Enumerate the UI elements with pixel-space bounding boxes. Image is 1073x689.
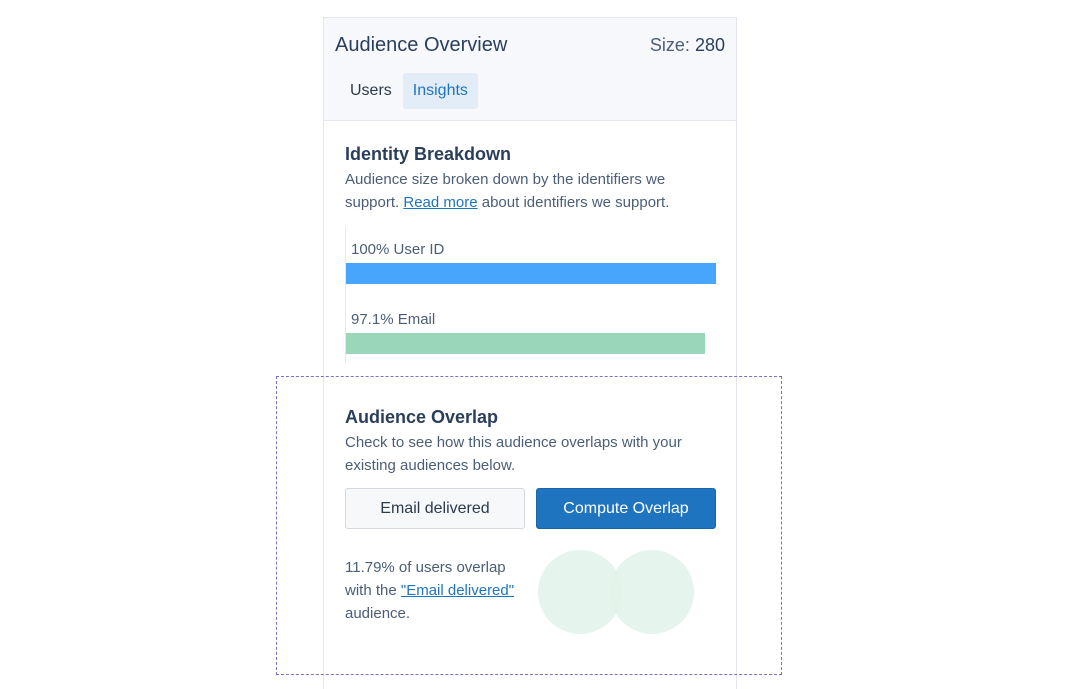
venn-circle-current bbox=[538, 550, 622, 634]
identity-desc-text-end: about identifiers we support. bbox=[481, 194, 670, 211]
bar-fill-user-id bbox=[346, 263, 716, 284]
audience-select-button[interactable]: Email delivered bbox=[345, 488, 525, 529]
email-delivered-link[interactable]: "Email delivered" bbox=[400, 582, 515, 599]
tab-bar: Users Insights bbox=[340, 73, 479, 109]
overlap-result-text: 11.79% of users overlap with the "Email … bbox=[345, 556, 535, 625]
tab-insights[interactable]: Insights bbox=[402, 73, 478, 109]
tab-users[interactable]: Users bbox=[350, 82, 392, 99]
audience-overlap-title: Audience Overlap bbox=[345, 407, 499, 427]
size-value: 280 bbox=[694, 35, 725, 55]
identity-breakdown-description: Audience size broken down by the identif… bbox=[345, 168, 715, 214]
overlap-result-prefix: 11.79% of users overlap with the bbox=[345, 559, 506, 599]
compute-overlap-button[interactable]: Compute Overlap bbox=[536, 488, 716, 529]
venn-circle-email-delivered bbox=[610, 550, 694, 634]
bar-user-id bbox=[346, 263, 716, 284]
audience-overlap-description: Check to see how this audience overlaps … bbox=[345, 434, 682, 474]
size-label: Size: bbox=[649, 35, 690, 55]
highlight-dashed-box bbox=[276, 376, 782, 675]
page-title: Audience Overview bbox=[335, 34, 508, 56]
identity-breakdown-title: Identity Breakdown bbox=[345, 144, 512, 164]
venn-diagram bbox=[538, 550, 694, 634]
panel-header: Audience Overview Size: 280 Users Insigh… bbox=[324, 18, 736, 121]
bar-email bbox=[346, 333, 716, 354]
overlap-result-suffix: audience. bbox=[345, 605, 411, 622]
bar-fill-email bbox=[346, 333, 706, 354]
bar-label-user-id: 100% User ID bbox=[351, 241, 445, 258]
audience-overview-panel: Audience Overview Size: 280 Users Insigh… bbox=[323, 17, 737, 689]
read-more-link[interactable]: Read more bbox=[403, 194, 478, 211]
identity-desc-text: Audience size broken down by the identif… bbox=[345, 171, 666, 211]
audience-size: Size: 280 bbox=[650, 35, 725, 56]
bar-label-email: 97.1% Email bbox=[351, 311, 436, 328]
bar-chart-axis bbox=[345, 226, 346, 363]
